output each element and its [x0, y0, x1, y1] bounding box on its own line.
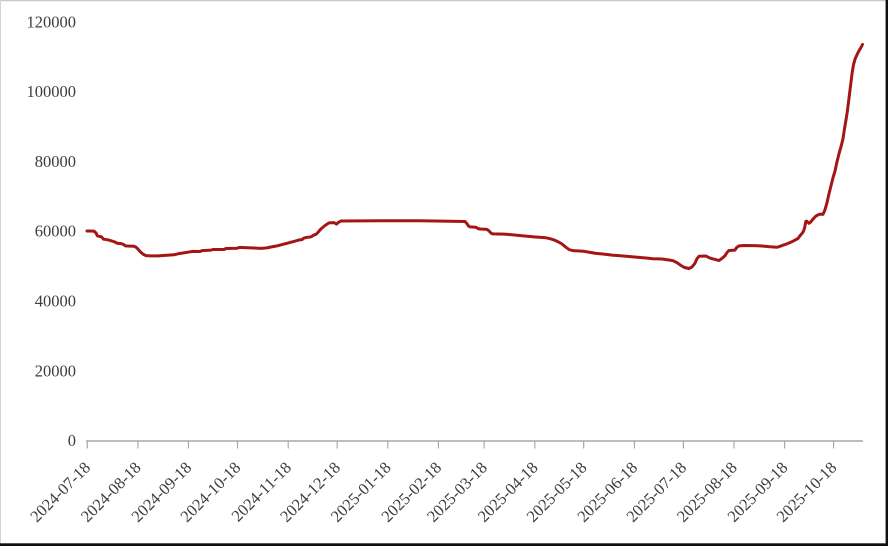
svg-text:40000: 40000: [35, 292, 76, 311]
svg-text:120000: 120000: [27, 12, 77, 31]
svg-text:100000: 100000: [27, 82, 77, 101]
svg-text:20000: 20000: [35, 361, 76, 380]
svg-text:80000: 80000: [35, 152, 76, 171]
svg-text:0: 0: [68, 431, 76, 450]
svg-text:60000: 60000: [35, 222, 76, 241]
